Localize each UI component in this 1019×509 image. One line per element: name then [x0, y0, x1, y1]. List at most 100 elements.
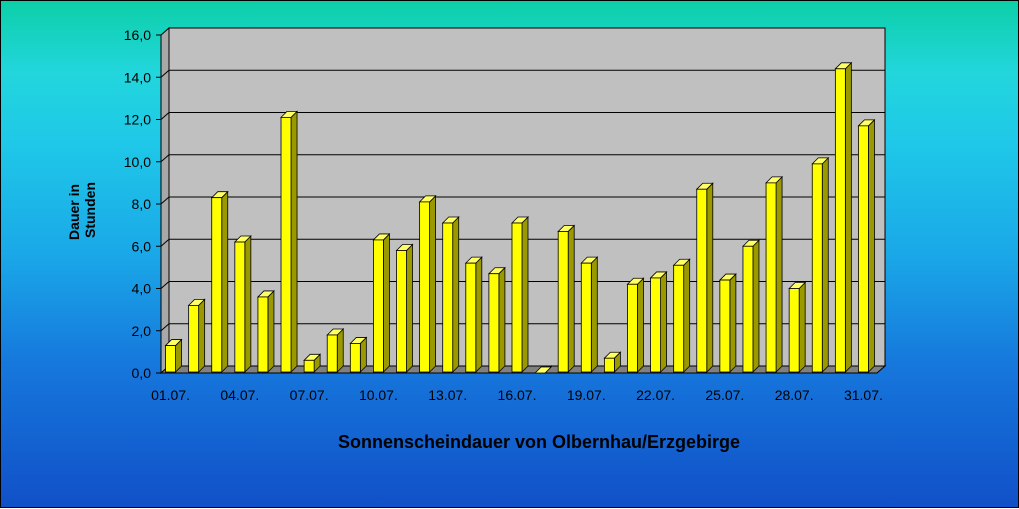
bar-front	[858, 125, 869, 373]
bar-front	[373, 239, 384, 373]
bar-front	[811, 163, 823, 373]
bar	[788, 281, 807, 373]
bar-front	[234, 241, 246, 373]
bar-front	[211, 197, 223, 373]
x-tick-label: 04.07.	[220, 387, 259, 403]
bar-front	[465, 262, 477, 373]
bar-side	[868, 118, 875, 373]
bar	[233, 235, 252, 373]
bar	[603, 351, 622, 373]
bar-side	[821, 156, 829, 373]
bar	[280, 110, 298, 373]
bar-front	[165, 345, 176, 373]
bar-side	[660, 270, 667, 373]
bar-front	[326, 334, 338, 373]
bar-front	[511, 222, 523, 373]
bar	[857, 118, 876, 373]
bar-side	[244, 235, 252, 373]
x-tick-label: 19.07.	[567, 387, 606, 403]
y-gridline	[160, 154, 885, 163]
y-tick-label: 8,0	[132, 196, 152, 212]
chart-title: Sonnenscheindauer von Olbernhau/Erzgebir…	[338, 432, 740, 452]
bar-front	[580, 262, 592, 373]
bar	[649, 270, 668, 373]
bar-front	[396, 250, 407, 373]
bar-side	[267, 289, 275, 373]
x-tick-label: 10.07.	[359, 387, 398, 403]
bar	[557, 224, 576, 373]
bar	[511, 216, 529, 373]
bar-side	[752, 239, 760, 373]
x-tick-label: 16.07.	[498, 387, 537, 403]
y-gridline	[160, 69, 885, 78]
x-tick-label: 22.07.	[636, 387, 675, 403]
bar-front	[303, 359, 315, 373]
bar-side	[290, 110, 298, 373]
bar	[187, 298, 206, 373]
bar	[349, 336, 368, 373]
y-tick-label: 16,0	[124, 27, 151, 43]
bar-side	[221, 190, 229, 373]
bar-side	[198, 298, 206, 373]
bar-front	[765, 182, 777, 373]
bar-side	[406, 243, 413, 373]
bar-front	[419, 201, 431, 373]
y-tick-label: 4,0	[132, 281, 152, 297]
bar	[372, 232, 391, 373]
bar	[441, 216, 460, 373]
y-tick-label: 6,0	[132, 238, 152, 254]
bar-side	[429, 194, 437, 373]
bar	[418, 194, 437, 373]
bar	[303, 353, 322, 373]
bar	[464, 256, 483, 373]
bar-side	[590, 256, 598, 373]
bar	[626, 277, 645, 373]
y-tick-label: 0,0	[132, 365, 152, 381]
bar	[395, 243, 414, 373]
bar	[695, 182, 714, 373]
bar-front	[603, 357, 615, 373]
bar-front	[488, 273, 500, 373]
bar	[834, 61, 853, 373]
bar	[811, 156, 830, 373]
bar	[765, 175, 784, 373]
bar-front	[188, 304, 200, 373]
bar-front	[788, 288, 800, 373]
bar	[210, 190, 229, 373]
y-gridline	[160, 281, 885, 289]
bar-side	[637, 277, 644, 373]
bar-front	[834, 68, 846, 373]
bar-side	[567, 224, 575, 373]
bar-front	[627, 283, 638, 373]
x-tick-label: 01.07.	[151, 387, 190, 403]
bar-side	[498, 266, 506, 373]
y-axis-label-line-2: Stunden	[82, 182, 98, 238]
bar-side	[844, 61, 852, 373]
bar-front	[280, 116, 292, 373]
y-tick-label: 2,0	[132, 323, 152, 339]
y-tick-label: 12,0	[124, 112, 151, 128]
bar-front	[442, 222, 454, 373]
bar-front	[257, 296, 269, 373]
bar-side	[683, 258, 691, 373]
bar	[534, 365, 553, 374]
bar-front	[696, 188, 708, 373]
bar	[742, 239, 760, 373]
bar-side	[475, 256, 483, 373]
bar-side	[521, 216, 529, 373]
bar-side	[706, 182, 714, 373]
y-gridline	[160, 323, 885, 332]
bar-side	[775, 175, 783, 373]
bar	[164, 338, 183, 373]
x-tick-label: 13.07.	[428, 387, 467, 403]
x-tick-label: 31.07.	[844, 387, 883, 403]
bar-front	[349, 343, 361, 373]
x-tick-label: 28.07.	[775, 387, 814, 403]
y-gridline	[160, 196, 885, 205]
y-axis-label-line-1: Dauer in	[66, 184, 82, 240]
bar	[487, 266, 506, 373]
y-gridline	[160, 112, 885, 120]
bar-front	[650, 277, 661, 373]
x-tick-label: 07.07.	[290, 387, 329, 403]
